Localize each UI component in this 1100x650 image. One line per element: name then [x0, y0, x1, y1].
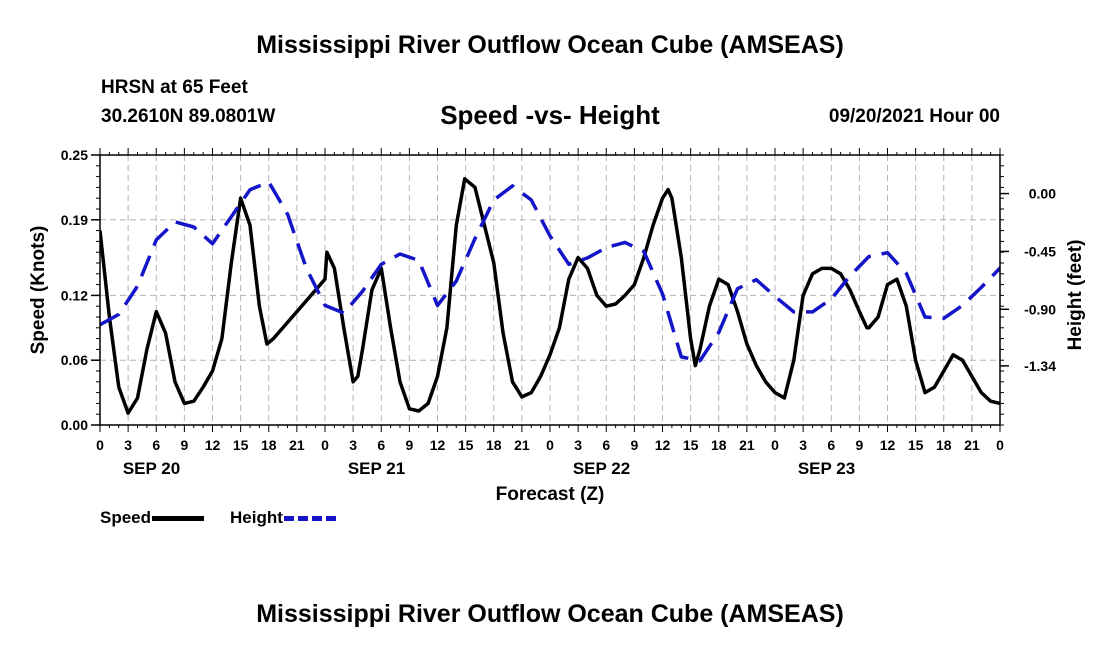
x-tick-label: 9 [630, 437, 638, 453]
x-tick-label: 12 [880, 437, 896, 453]
x-tick-label: 6 [602, 437, 610, 453]
y-axis-title-right: Height (feet) [1065, 240, 1086, 351]
speed-series-line [100, 177, 1000, 415]
height-series-line [100, 180, 1000, 363]
x-tick-label: 3 [349, 437, 357, 453]
legend-height: Height [230, 508, 336, 528]
left-tick-label: 0.25 [61, 147, 88, 163]
day-label: SEP 22 [573, 459, 630, 478]
right-tick-label: -0.90 [1024, 301, 1056, 317]
x-tick-label: 18 [486, 437, 502, 453]
x-tick-label: 0 [321, 437, 329, 453]
axes [91, 148, 1009, 432]
x-axis-title: Forecast (Z) [496, 484, 605, 505]
forecast-datetime: 09/20/2021 Hour 00 [828, 106, 1000, 127]
x-tick-label: 6 [377, 437, 385, 453]
footer-title: Mississippi River Outflow Ocean Cube (AM… [256, 600, 844, 628]
day-label: SEP 23 [798, 459, 855, 478]
legend-speed-label: Speed [100, 508, 152, 527]
left-tick-label: 0.00 [61, 417, 88, 433]
x-tick-label: 9 [405, 437, 413, 453]
left-tick-label: 0.06 [61, 352, 88, 368]
legend-height-swatch [283, 516, 336, 522]
station-label: HRSN at 65 Feet [101, 77, 248, 98]
y-axis-title-left: Speed (Knots) [28, 226, 49, 355]
legend-speed: Speed [100, 508, 205, 528]
x-tick-label: 9 [855, 437, 863, 453]
x-tick-label: 18 [711, 437, 727, 453]
legend-height-label: Height [230, 508, 283, 527]
x-tick-label: 18 [261, 437, 277, 453]
x-tick-label: 12 [430, 437, 446, 453]
x-tick-label: 15 [233, 437, 249, 453]
x-tick-label: 12 [655, 437, 671, 453]
x-tick-label: 6 [827, 437, 835, 453]
day-label: SEP 20 [123, 459, 180, 478]
x-tick-label: 21 [289, 437, 305, 453]
x-tick-label: 15 [908, 437, 924, 453]
grid-lines [100, 155, 1000, 425]
x-tick-label: 6 [152, 437, 160, 453]
day-label: SEP 21 [348, 459, 405, 478]
x-tick-label: 0 [771, 437, 779, 453]
x-tick-label: 15 [458, 437, 474, 453]
right-tick-label: -0.45 [1024, 243, 1056, 259]
right-tick-label: 0.00 [1029, 186, 1056, 202]
axis-labels: 0.00 0.06 0.12 0.19 0.25 0.00 -0.45 -0.90 -1.34 0… [28, 147, 1086, 505]
chart-title: Mississippi River Outflow Ocean Cube (AM… [256, 31, 844, 59]
x-tick-label: 3 [799, 437, 807, 453]
left-tick-label: 0.19 [61, 212, 88, 228]
x-tick-label: 21 [514, 437, 530, 453]
x-tick-label: 3 [124, 437, 132, 453]
x-tick-label: 18 [936, 437, 952, 453]
x-tick-label: 9 [180, 437, 188, 453]
x-tick-label: 0 [996, 437, 1004, 453]
x-tick-label: 0 [96, 437, 104, 453]
coordinates-label: 30.2610N 89.0801W [101, 106, 276, 127]
chart-subtitle: Speed -vs- Height [440, 100, 660, 130]
left-tick-label: 0.12 [61, 287, 88, 303]
x-tick-label: 12 [205, 437, 221, 453]
x-tick-label: 21 [964, 437, 980, 453]
x-tick-label: 3 [574, 437, 582, 453]
series-layer [100, 177, 1000, 415]
right-tick-label: -1.34 [1024, 358, 1056, 374]
x-tick-label: 15 [683, 437, 699, 453]
legend-speed-swatch [152, 516, 205, 522]
x-tick-label: 21 [739, 437, 755, 453]
x-tick-label: 0 [546, 437, 554, 453]
